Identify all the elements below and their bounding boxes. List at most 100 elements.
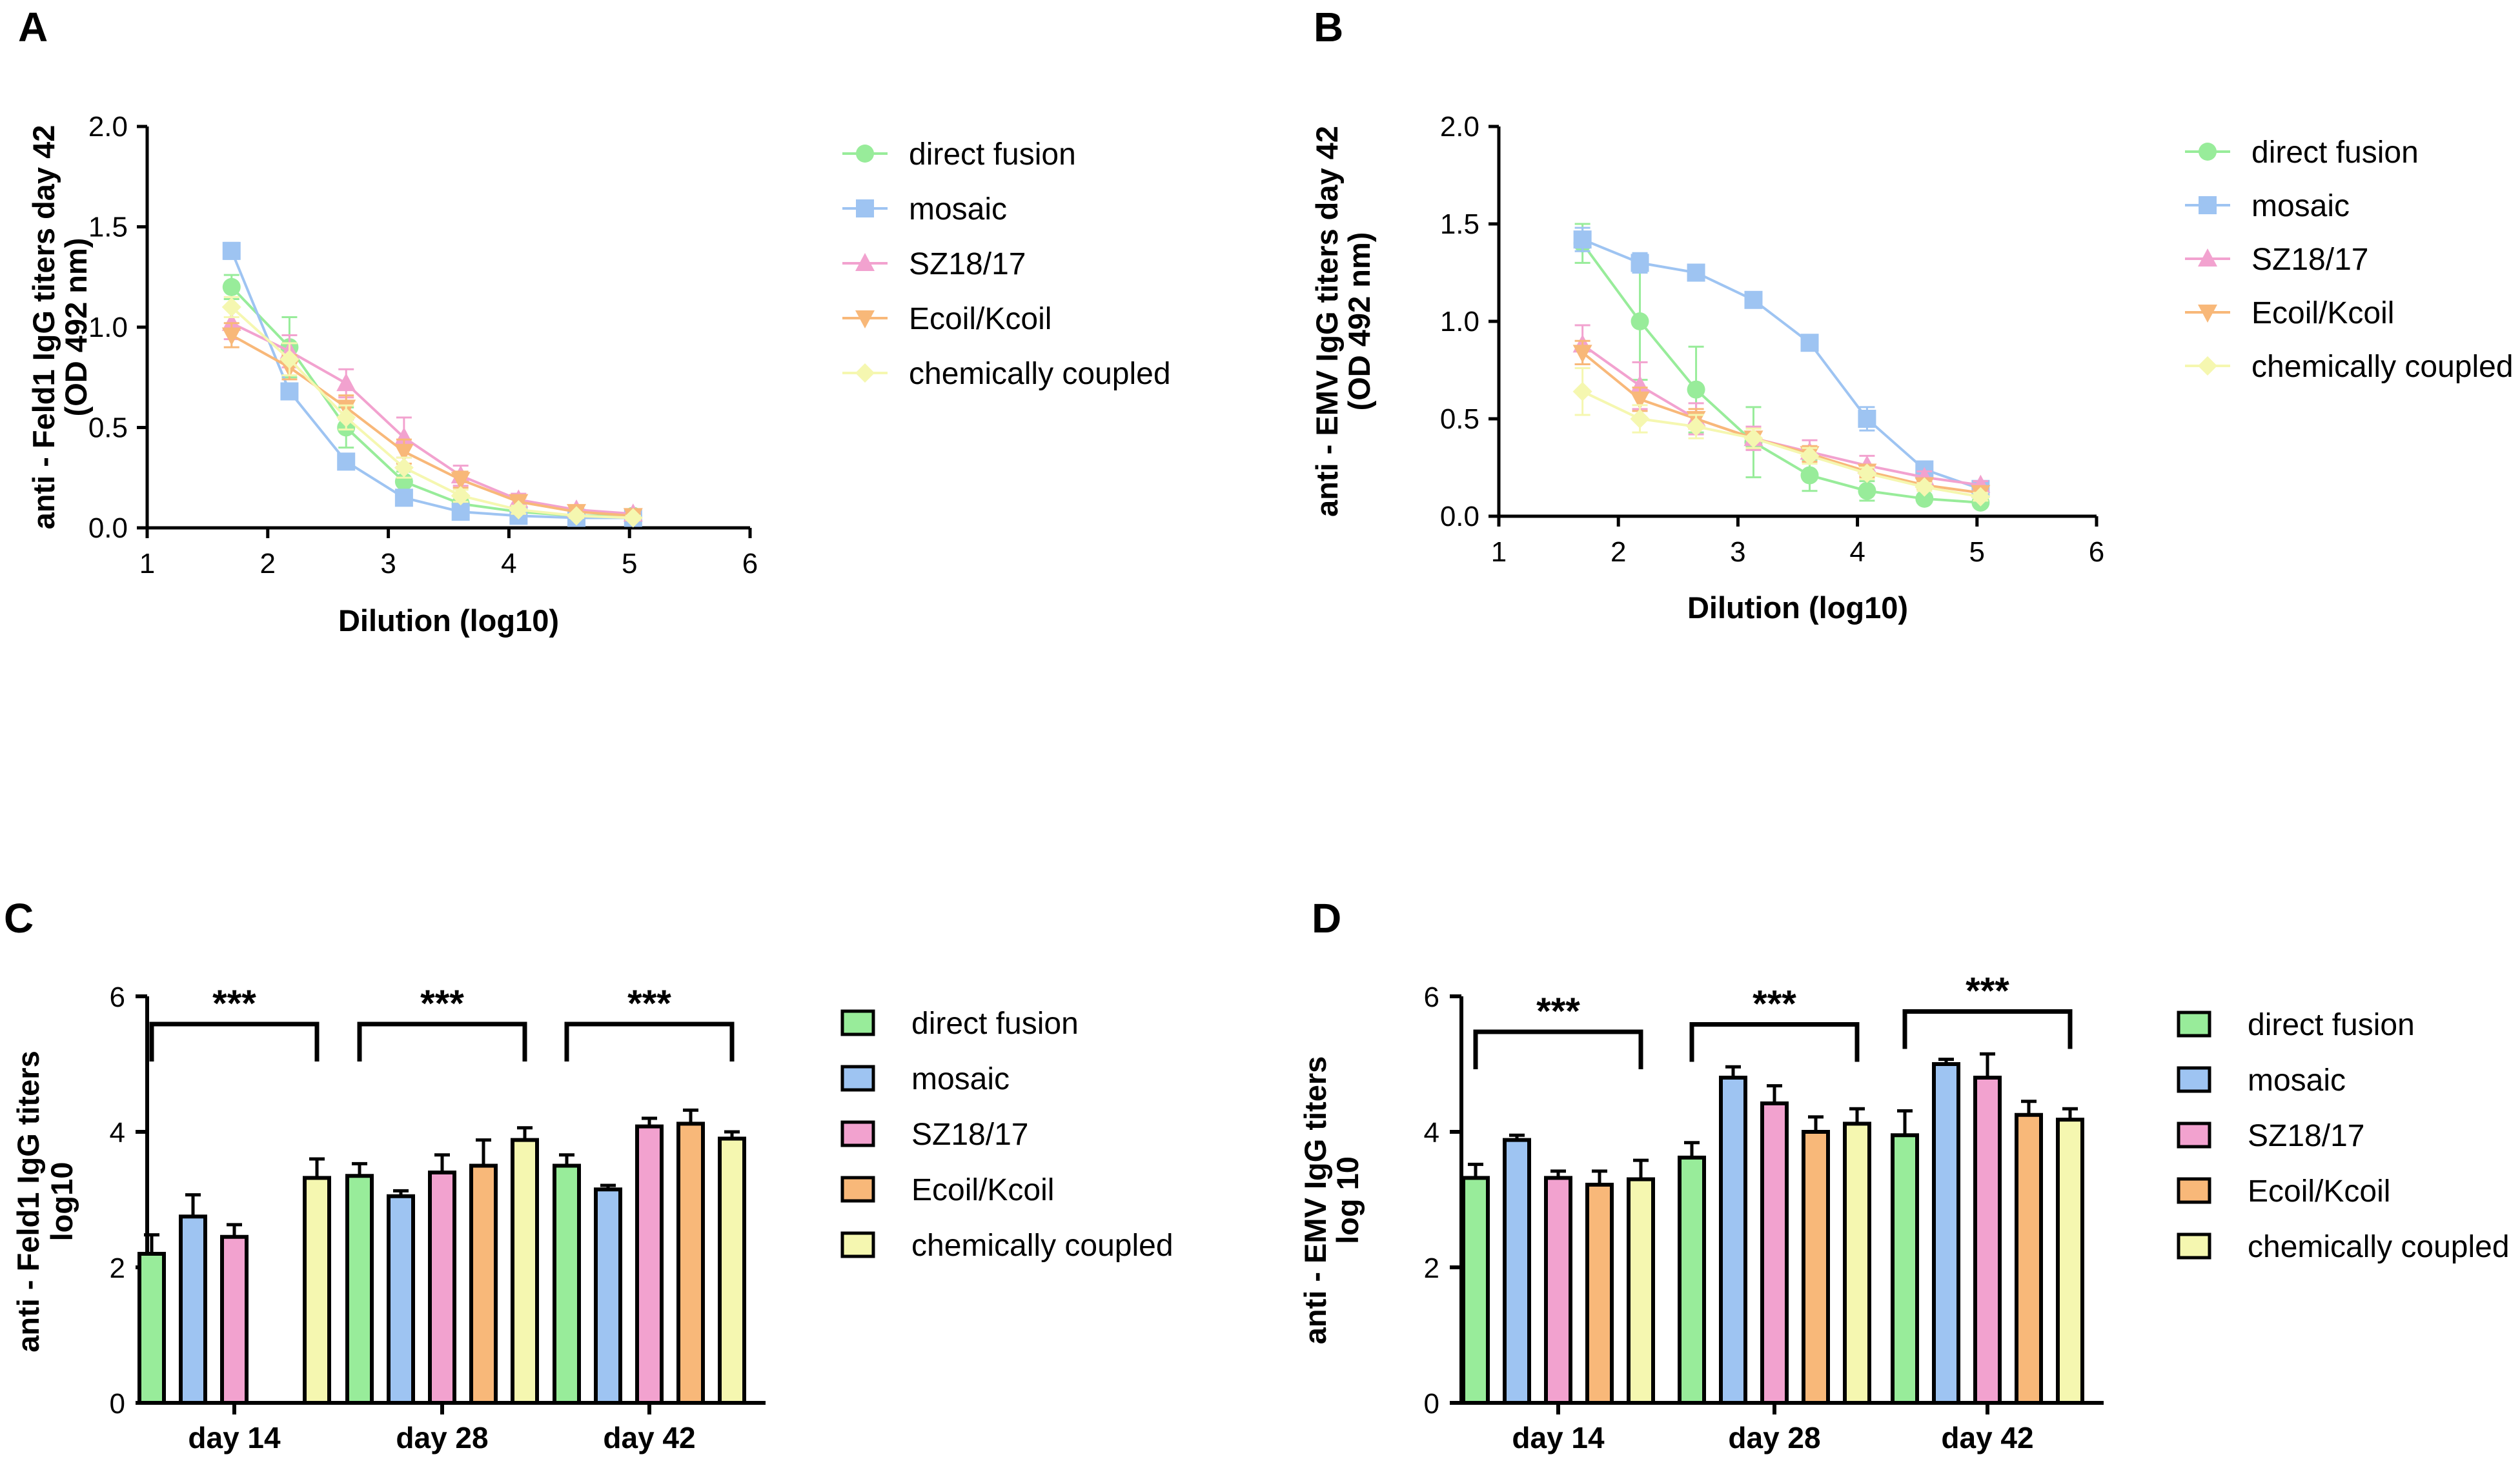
data-point	[1630, 409, 1650, 428]
y-axis-title: log10	[45, 1162, 79, 1242]
data-point	[394, 427, 414, 446]
y-tick-label: 0.5	[88, 412, 128, 444]
legend-label: direct fusion	[2251, 136, 2419, 170]
y-tick-label: 6	[1424, 981, 1439, 1013]
data-point	[1915, 477, 1935, 497]
data-point	[1800, 334, 1819, 352]
bar-direct-fusion	[137, 1252, 166, 1405]
bar-chemically-coupled	[2056, 1118, 2084, 1405]
bar-sz18-17	[220, 1234, 249, 1405]
data-point	[222, 277, 241, 296]
data-point	[1687, 263, 1705, 282]
data-point	[1857, 463, 1877, 483]
legend-marker	[2198, 305, 2217, 323]
bar-ecoil-kcoil	[1802, 1130, 1830, 1405]
data-point	[451, 486, 471, 506]
bar-mosaic	[387, 1194, 415, 1405]
series-mosaic	[222, 241, 642, 527]
significance-bracket	[149, 1021, 320, 1062]
category-label: day 28	[1728, 1421, 1820, 1454]
legend-swatch	[2177, 1233, 2211, 1260]
legend-label: chemically coupled	[909, 357, 1171, 391]
data-point	[1800, 466, 1819, 485]
data-point	[1572, 381, 1592, 401]
data-point	[1915, 489, 1934, 508]
legend-label: SZ18/17	[909, 247, 1026, 281]
significance-label: ***	[212, 983, 256, 1025]
legend-marker	[2199, 196, 2217, 214]
data-point	[394, 458, 414, 478]
data-point	[1630, 375, 1650, 394]
legend-swatch	[2177, 1177, 2211, 1204]
legend-label: Ecoil/Kcoil	[909, 302, 1052, 336]
y-tick-label: 4	[110, 1117, 125, 1149]
legend-marker	[856, 199, 874, 217]
y-tick-label: 0.5	[1440, 403, 1479, 435]
legend-label: direct fusion	[2248, 1008, 2415, 1042]
data-point	[394, 488, 413, 507]
series-sz18-17	[221, 306, 643, 522]
significance-bracket	[357, 1021, 527, 1062]
bar-sz18-17	[1973, 1076, 2002, 1405]
y-tick-label: 1.5	[1440, 208, 1479, 240]
legend-label: Ecoil/Kcoil	[2248, 1174, 2390, 1209]
data-point	[451, 503, 470, 521]
significance-bracket	[1689, 1021, 1860, 1062]
bar-direct-fusion	[345, 1174, 374, 1405]
x-tick-label: 1	[1491, 536, 1507, 568]
legend-marker	[2198, 248, 2217, 267]
legend-label: direct fusion	[911, 1007, 1079, 1041]
legend-swatch	[840, 1231, 875, 1258]
data-point	[1686, 417, 1706, 437]
panel-letter: D	[1312, 895, 1341, 941]
significance-label: ***	[1536, 991, 1580, 1032]
bar-mosaic	[1932, 1062, 1960, 1405]
y-tick-label: 0	[1424, 1388, 1439, 1420]
data-point	[336, 373, 356, 392]
panel-letter: A	[18, 4, 48, 50]
data-point	[1858, 410, 1876, 428]
series-line	[1581, 243, 1981, 504]
y-tick-label: 0	[110, 1388, 125, 1420]
legend-swatch	[2177, 1011, 2211, 1038]
panel-a: A 1 2 3 4 5 6 0.0 0.5 1.0 1.5 2.0 Dilution (log10) an…	[18, 4, 1171, 638]
significance-label: ***	[1753, 983, 1796, 1025]
data-point	[1631, 254, 1649, 272]
legend-label: SZ18/17	[911, 1118, 1028, 1152]
legend-swatch	[840, 1176, 875, 1203]
legend-swatch	[840, 1009, 875, 1036]
x-tick-label: 6	[742, 548, 758, 579]
panel-letter: C	[4, 895, 34, 941]
legend-label: mosaic	[909, 192, 1007, 226]
data-point	[280, 382, 299, 401]
legend-swatch	[2177, 1122, 2211, 1149]
significance-bracket	[1902, 1009, 2073, 1049]
y-tick-label: 1.0	[88, 312, 128, 343]
legend-marker	[856, 145, 874, 163]
legend-swatch	[2177, 1066, 2211, 1093]
bar-ecoil-kcoil	[676, 1122, 705, 1405]
y-tick-label: 2	[110, 1253, 125, 1284]
data-point	[451, 472, 471, 490]
y-tick-label: 2.0	[1440, 111, 1479, 143]
panel-c: C 0 2 4 6 anti - Feld1 IgG titers log10 day 14 *…	[4, 895, 1174, 1454]
x-tick-label: 1	[139, 548, 155, 579]
series-line	[230, 306, 633, 519]
bar-ecoil-kcoil	[1585, 1182, 1614, 1405]
bar-mosaic	[1503, 1138, 1531, 1405]
data-point	[1800, 446, 1820, 466]
legend-label: mosaic	[911, 1062, 1010, 1096]
x-tick-label: 5	[622, 548, 637, 579]
data-point	[1743, 428, 1763, 448]
data-point	[222, 241, 241, 260]
data-point	[221, 327, 241, 346]
bar-chemically-coupled	[718, 1136, 746, 1405]
legend-marker	[855, 310, 875, 328]
y-axis-title: log 10	[1330, 1156, 1365, 1244]
significance-bracket	[1473, 1029, 1643, 1069]
bar-direct-fusion	[1891, 1133, 1919, 1405]
legend-marker	[2198, 356, 2217, 376]
panel-b: B 1 2 3 4 5 6 0.0 0.5 1.0 1.5 2.0 Dilution (log10) an…	[1310, 4, 2514, 625]
legend-label: chemically coupled	[911, 1229, 1174, 1263]
legend-label: SZ18/17	[2251, 243, 2368, 277]
